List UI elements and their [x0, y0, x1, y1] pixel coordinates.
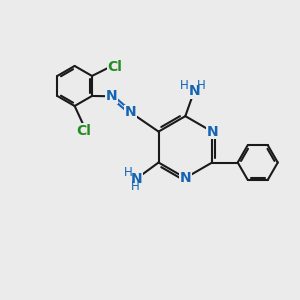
Text: H: H [197, 79, 206, 92]
Text: N: N [131, 172, 142, 186]
Text: N: N [206, 124, 218, 139]
Text: H: H [124, 166, 133, 179]
Text: H: H [130, 181, 140, 194]
Text: N: N [106, 89, 117, 103]
Text: Cl: Cl [76, 124, 91, 138]
Text: N: N [188, 84, 200, 98]
Text: N: N [125, 106, 136, 119]
Text: Cl: Cl [107, 60, 122, 74]
Text: H: H [180, 79, 189, 92]
Text: N: N [179, 171, 191, 185]
